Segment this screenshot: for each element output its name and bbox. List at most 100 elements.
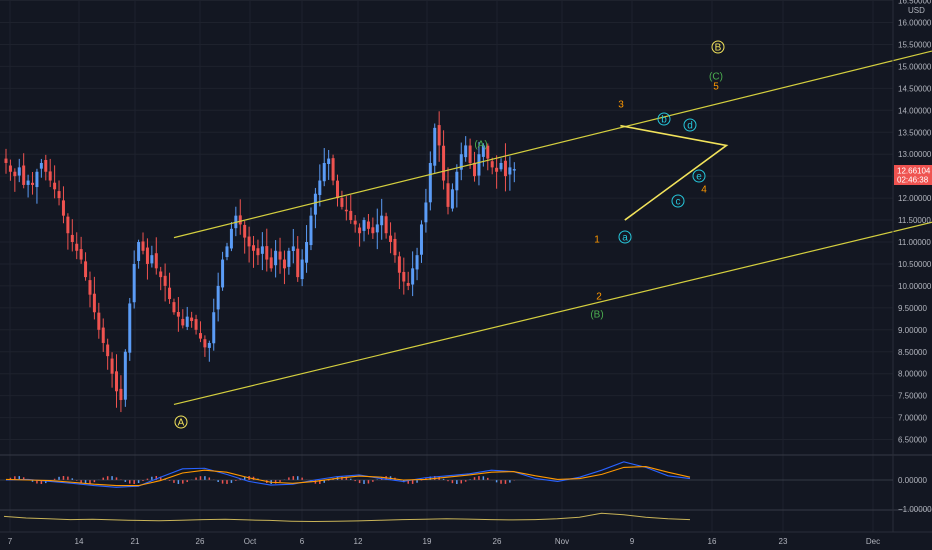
price-axis[interactable]: 16.50000 16.00000 15.50000 15.00000 14.50000… [898, 0, 932, 445]
price-candles [4, 111, 516, 413]
time-tick-label: 12 [354, 537, 363, 546]
wave-label: c [671, 194, 685, 208]
candle [70, 219, 74, 252]
candle [128, 297, 132, 361]
wave-label-text: 3 [618, 100, 624, 111]
candle [229, 221, 233, 252]
price-tick-label: 8.00000 [898, 370, 927, 379]
candle [119, 375, 123, 413]
candle [353, 215, 357, 233]
candle [8, 159, 12, 181]
candle [490, 157, 494, 175]
candle [212, 298, 216, 351]
candle [110, 352, 114, 388]
candle [61, 186, 65, 224]
candle [17, 158, 21, 183]
candle [336, 174, 339, 207]
osc-line [5, 461, 691, 488]
price-tick-label: 13.50000 [898, 128, 932, 137]
last-price-marker: 12.66104 02:46:38 [894, 165, 932, 185]
wave-label: 2 [596, 292, 602, 303]
price-tick-label: 11.00000 [898, 238, 931, 247]
candle [22, 153, 26, 189]
candle [101, 318, 105, 352]
candle [190, 311, 194, 328]
wave-label-text: (B) [590, 310, 603, 321]
wave-label: e [692, 169, 706, 183]
candle [411, 251, 415, 297]
candle [318, 164, 322, 207]
candle [313, 187, 317, 229]
candle [181, 309, 185, 329]
candle [207, 340, 211, 362]
osc-tick-label: 0.00000 [898, 476, 927, 485]
candle [48, 158, 52, 188]
time-tick-label: 21 [131, 537, 140, 546]
candle [287, 247, 291, 275]
triangle-pattern[interactable] [620, 124, 729, 221]
price-tick-label: 15.50000 [898, 40, 932, 49]
price-tick-label: 7.50000 [898, 392, 927, 401]
candle [132, 250, 136, 309]
channel-lower-line[interactable] [173, 221, 932, 406]
candle [424, 188, 428, 233]
candle [468, 138, 472, 169]
candle [499, 158, 503, 172]
wave-label: (C) [709, 72, 723, 83]
candle [446, 167, 450, 215]
wave-label: (B) [590, 310, 603, 321]
wave-label: 4 [701, 185, 707, 196]
time-tick-label: 19 [423, 537, 432, 546]
candle [31, 171, 35, 195]
countdown-label: 02:46:38 [897, 176, 929, 185]
price-tick-label: 15.00000 [898, 62, 932, 71]
price-tick-label: 16.00000 [898, 19, 932, 28]
wave-label: B [711, 40, 725, 54]
candle [88, 271, 92, 308]
candle [340, 190, 344, 210]
wave-label: b [657, 112, 671, 126]
candle [168, 272, 172, 304]
candle [238, 199, 242, 235]
osc-tick-label: −1.00000 [898, 505, 932, 514]
time-tick-label: 9 [630, 537, 635, 546]
candle [397, 251, 401, 290]
time-axis[interactable]: 7 14 21 26 Oct 6 12 19 26 Nov 9 16 23 Dec [0, 531, 932, 550]
channel-upper-line[interactable] [173, 50, 932, 239]
price-tick-label: 14.00000 [898, 106, 932, 115]
candle [57, 180, 61, 206]
time-tick-label: 23 [779, 537, 788, 546]
candle [247, 226, 251, 263]
candle [4, 148, 8, 174]
wave-label-text: 1 [594, 235, 600, 246]
candle [481, 143, 485, 167]
candle [380, 198, 384, 240]
wave-label: 5 [713, 82, 719, 93]
wave-labels: A (A) (B) 1 2 3 4 5(C) Ba b c d e [174, 40, 725, 429]
candle [172, 298, 176, 315]
candle [256, 239, 260, 266]
candle [291, 228, 295, 264]
price-tick-label: 10.00000 [898, 282, 932, 291]
candle [300, 249, 304, 287]
candle [512, 162, 516, 183]
price-tick-label: 14.50000 [898, 84, 932, 93]
candle [406, 271, 410, 291]
time-tick-label: 7 [8, 537, 13, 546]
candle [216, 272, 220, 322]
candle [455, 164, 459, 208]
candle [269, 248, 273, 272]
wave-label-text: b [661, 115, 667, 126]
candle [194, 314, 198, 335]
candle [473, 151, 477, 182]
lower-indicator-pane [3, 512, 691, 523]
candle [26, 174, 30, 198]
candle [486, 143, 490, 171]
candle [508, 156, 512, 191]
candle [75, 232, 79, 260]
price-tick-label: 7.00000 [898, 414, 927, 423]
candle [141, 232, 145, 255]
wave-label-text: (A) [474, 140, 487, 151]
candle [358, 223, 362, 247]
